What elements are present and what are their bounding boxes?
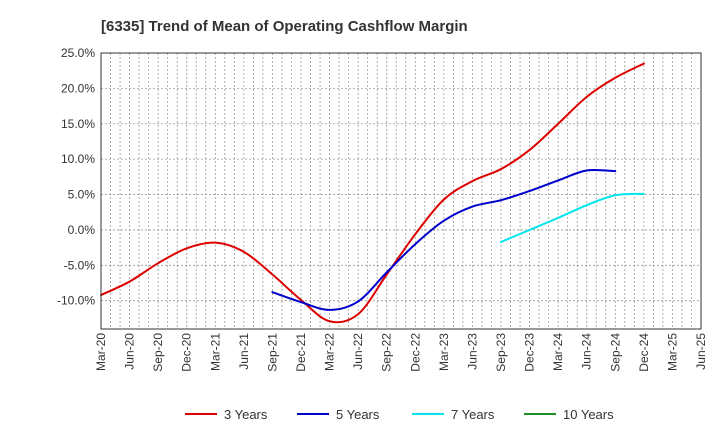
x-tick-label: Sep-22 (380, 333, 394, 372)
y-tick-label: 10.0% (61, 152, 95, 166)
x-tick-label: Jun-20 (123, 333, 137, 370)
y-tick-label: 0.0% (68, 223, 96, 237)
x-tick-label: Dec-22 (408, 333, 422, 372)
legend-label: 5 Years (336, 407, 380, 422)
series-lines (100, 62, 645, 324)
series-line-1 (100, 62, 645, 324)
x-tick-label: Dec-23 (523, 333, 537, 372)
x-tick-label: Dec-24 (637, 333, 651, 372)
legend-label: 10 Years (563, 407, 614, 422)
legend: 3 Years 5 Years 7 Years 10 Years (185, 407, 614, 422)
y-tick-label: 20.0% (61, 81, 95, 95)
y-tick-label: 25.0% (61, 46, 95, 60)
x-tick-label: Mar-20 (94, 333, 108, 371)
x-axis: Mar-20 Jun-20 Sep-20 Dec-20 Mar-21 Jun-21 Sep-… (94, 333, 708, 372)
x-tick-label: Jun-23 (465, 333, 479, 370)
series-line-3 (500, 192, 645, 243)
x-tick-label: Sep-20 (151, 333, 165, 372)
legend-label: 7 Years (451, 407, 495, 422)
legend-label: 3 Years (224, 407, 268, 422)
y-tick-label: 5.0% (68, 188, 96, 202)
x-tick-label: Mar-22 (323, 333, 337, 371)
x-tick-label: Jun-24 (580, 333, 594, 370)
y-tick-label: 15.0% (61, 117, 95, 131)
x-tick-label: Mar-21 (208, 333, 222, 371)
x-tick-label: Jun-21 (237, 333, 251, 370)
y-axis: 25.0% 20.0% 15.0% 10.0% 5.0% 0.0% -5.0% -10.0% (57, 46, 95, 308)
y-tick-label: -10.0% (57, 294, 95, 308)
y-tick-label: -5.0% (64, 258, 96, 272)
x-tick-label: Jun-25 (694, 333, 708, 370)
plot-area (101, 53, 701, 329)
x-tick-label: Mar-25 (665, 333, 679, 371)
x-tick-label: Mar-23 (437, 333, 451, 371)
x-tick-label: Sep-21 (265, 333, 279, 372)
x-tick-label: Jun-22 (351, 333, 365, 370)
series-line-2 (271, 168, 617, 311)
chart-title: [6335] Trend of Mean of Operating Cashfl… (101, 18, 468, 35)
x-tick-label: Dec-21 (294, 333, 308, 372)
x-tick-label: Sep-24 (608, 333, 622, 372)
x-tick-label: Mar-24 (551, 333, 565, 371)
x-tick-label: Dec-20 (180, 333, 194, 372)
x-tick-label: Sep-23 (494, 333, 508, 372)
plot-border (100, 52, 702, 330)
